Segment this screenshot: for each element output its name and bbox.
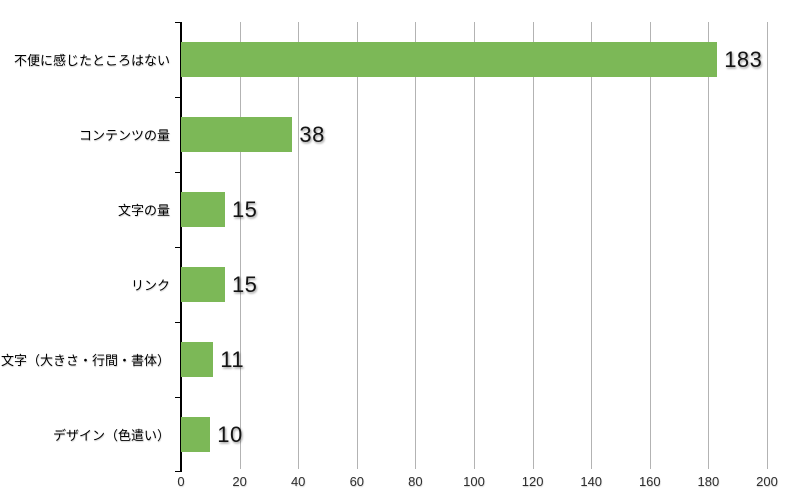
gridline	[415, 22, 417, 469]
x-tick-label: 20	[232, 474, 247, 489]
chart-row: 文字の量 15	[0, 172, 800, 247]
gridline	[649, 22, 651, 469]
value-label: 15	[231, 271, 258, 297]
value-label: 11	[220, 346, 245, 372]
gridline	[591, 22, 593, 469]
chart-row: 不便に感じたところはない 183	[0, 22, 800, 97]
y-axis-tick	[175, 397, 180, 398]
chart-row: コンテンツの量 38	[0, 97, 800, 172]
category-label: 不便に感じたところはない	[13, 53, 170, 68]
x-tick-label: 60	[349, 474, 365, 489]
y-axis-tick	[175, 471, 180, 472]
gridline	[767, 22, 768, 469]
x-tick-label: 200	[756, 474, 778, 489]
gridline	[356, 22, 358, 469]
x-tick-label: 40	[290, 474, 306, 489]
bar	[181, 42, 718, 77]
category-label: リンク	[130, 278, 170, 293]
bar	[181, 342, 214, 377]
y-axis-line	[175, 22, 182, 472]
y-axis-tick	[175, 322, 180, 323]
gridline	[708, 22, 710, 469]
bar	[181, 267, 225, 302]
chart-row: デザイン（色遣い） 10	[0, 397, 800, 472]
x-tick-label: 140	[580, 474, 603, 489]
bar	[181, 417, 211, 452]
x-tick-label: 160	[638, 474, 661, 489]
chart-row: 文字（大きさ・行間・書体） 11	[0, 322, 800, 397]
x-tick-label: 100	[463, 474, 485, 489]
y-axis-tick	[175, 97, 180, 98]
category-label: デザイン（色遣い）	[52, 428, 170, 443]
chart-row: リンク 15	[0, 247, 800, 322]
x-tick-label: 180	[697, 474, 720, 489]
x-tick-label: 80	[408, 474, 423, 489]
value-label: 183	[724, 46, 763, 72]
y-axis-tick	[175, 172, 180, 173]
bar	[181, 117, 293, 152]
value-label: 10	[217, 421, 243, 447]
gridline	[239, 22, 241, 469]
value-label: 38	[299, 121, 325, 147]
y-axis-tick	[175, 22, 180, 23]
x-tick-label: 0	[177, 474, 185, 489]
category-label: コンテンツの量	[78, 128, 170, 143]
category-label: 文字の量	[117, 203, 170, 218]
plot-area: 0 20 40 60 80 100 120 140 160 180 200	[177, 22, 778, 489]
bar	[181, 192, 225, 227]
gridline	[474, 22, 475, 469]
gridline	[298, 22, 300, 469]
y-axis-tick	[175, 247, 180, 248]
x-tick-label: 120	[521, 474, 544, 489]
gridline	[532, 22, 534, 469]
category-label: 文字（大きさ・行間・書体）	[0, 353, 170, 368]
value-label: 15	[231, 196, 258, 222]
